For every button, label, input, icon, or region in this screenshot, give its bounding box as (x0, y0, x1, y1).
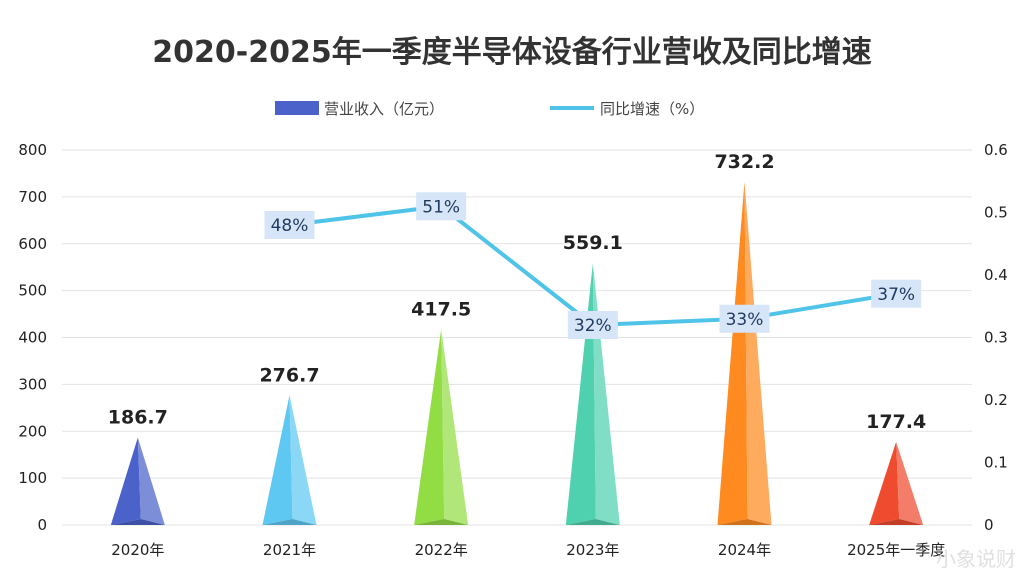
y-left-tick-label: 600 (18, 235, 47, 253)
legend-line-label: 同比增速（%） (600, 100, 704, 118)
bar-face-right (896, 441, 924, 525)
y-right-tick-label: 0.4 (984, 266, 1008, 284)
legend-bar-swatch (275, 101, 319, 115)
bar-base (869, 519, 924, 525)
x-tick-label: 2021年 (263, 541, 316, 559)
bar (110, 437, 165, 525)
bar-value-label: 276.7 (259, 364, 319, 386)
x-tick-label: 2023年 (566, 541, 619, 559)
growth-label: 37% (877, 285, 915, 305)
x-tick-label: 2024年 (718, 541, 771, 559)
y-axis-right: 0 0.1 0.2 0.3 0.4 0.5 0.6 (984, 141, 1008, 534)
bar (565, 262, 620, 525)
legend: 营业收入（亿元） 同比增速（%） (275, 100, 704, 118)
y-right-tick-label: 0.2 (984, 391, 1008, 409)
bar-series: 186.7 276.7 417.5 559.1 732.2 177.4 (108, 151, 926, 525)
y-right-tick-label: 0.3 (984, 329, 1008, 347)
y-right-tick-label: 0.1 (984, 454, 1008, 472)
growth-point: 37% (871, 279, 922, 308)
y-left-tick-label: 400 (18, 329, 47, 347)
bar-base (717, 519, 772, 525)
bar-value-label: 732.2 (714, 151, 774, 173)
growth-label: 48% (271, 216, 309, 236)
x-tick-label: 2020年 (111, 541, 164, 559)
growth-label-box (871, 279, 922, 308)
growth-label-box (719, 304, 770, 333)
y-left-tick-label: 800 (18, 141, 47, 159)
bar-face-left (414, 329, 445, 525)
growth-point: 51% (416, 192, 467, 221)
bar-value-label: 186.7 (108, 406, 168, 428)
bar-face-right (137, 437, 165, 525)
gridlines (62, 149, 972, 526)
bar (262, 395, 317, 525)
y-left-tick-label: 0 (37, 516, 47, 534)
bar-value-label: 177.4 (866, 411, 926, 433)
growth-label-box (264, 211, 315, 239)
y-right-tick-label: 0.6 (984, 141, 1008, 159)
bar-face-left (717, 181, 748, 525)
bar-face-left (262, 395, 293, 525)
growth-point: 48% (264, 211, 315, 239)
chart-title: 2020-2025年一季度半导体设备行业营收及同比增速 (152, 35, 871, 70)
growth-point: 33% (719, 304, 770, 333)
bar-face-left (565, 262, 596, 525)
y-left-tick-label: 200 (18, 422, 47, 440)
growth-label-box (416, 192, 467, 221)
bar-face-right (744, 181, 772, 525)
y-left-tick-label: 500 (18, 282, 47, 300)
growth-point: 32% (567, 311, 618, 339)
bar (869, 441, 924, 525)
bar-face-right (441, 329, 469, 525)
y-left-tick-label: 700 (18, 188, 47, 206)
bar (414, 329, 469, 525)
y-left-tick-label: 300 (18, 375, 47, 393)
bar-face-left (110, 437, 141, 525)
bar-value-label: 417.5 (411, 298, 471, 320)
bar-face-left (869, 441, 900, 525)
bar-face-right (289, 395, 317, 525)
legend-bar-label: 营业收入（亿元） (324, 100, 444, 118)
bar-face-right (592, 262, 620, 525)
bar-base (110, 519, 165, 525)
y-left-tick-label: 100 (18, 469, 47, 487)
bar-base (414, 519, 469, 525)
bar (717, 181, 772, 525)
x-tick-label: 2022年 (415, 541, 468, 559)
y-axis-left: 0 100 200 300 400 500 600 700 800 (18, 141, 47, 534)
growth-label: 32% (574, 316, 612, 336)
y-right-tick-label: 0 (984, 516, 994, 534)
watermark: 小象说财 (936, 547, 1016, 571)
line-series: 48% 51% 32% 33% 37% (264, 192, 922, 339)
x-tick-label: 2025年一季度 (847, 541, 945, 559)
bar-value-label: 559.1 (563, 232, 623, 254)
x-axis: 2020年 2021年 2022年 2023年 2024年 2025年一季度 (111, 541, 945, 559)
y-right-tick-label: 0.5 (984, 204, 1008, 222)
growth-label: 51% (422, 197, 460, 217)
growth-label: 33% (726, 310, 764, 330)
bar-base (565, 519, 620, 525)
growth-label-box (567, 311, 618, 339)
bar-base (262, 519, 317, 525)
